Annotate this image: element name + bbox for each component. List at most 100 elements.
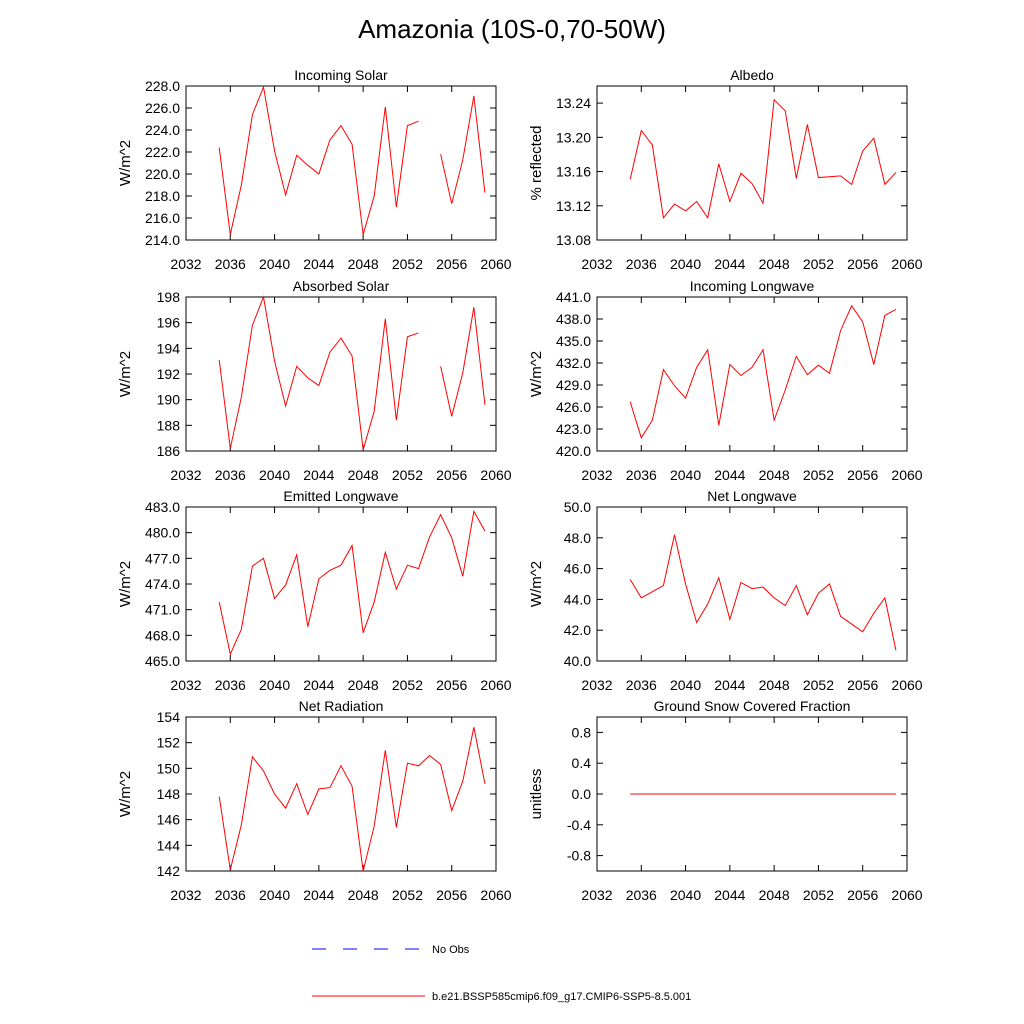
legend-model-label: b.e21.BSSP585cmip6.f09_g17.CMIP6-SSP5-8.…: [432, 991, 691, 1003]
x-tick-label: 2040: [259, 256, 290, 272]
y-tick-label: 224.0: [145, 122, 180, 138]
chart-panel-5: Emitted Longwave 465.0 468.0 471.0 474.0 477.…: [117, 488, 512, 693]
y-tick-label: 222.0: [145, 144, 180, 160]
panel-title: Ground Snow Covered Fraction: [654, 698, 851, 714]
x-tick-label: 2060: [480, 887, 511, 903]
y-tick-label: 44.0: [564, 591, 591, 607]
x-tick-label: 2032: [581, 677, 612, 693]
chart-panel-8: Ground Snow Covered Fraction -0.8 -0.4 0.0 0…: [528, 698, 923, 903]
x-tick-label: 2032: [170, 677, 201, 693]
x-tick-label: 2032: [170, 887, 201, 903]
series-line: [218, 727, 486, 872]
y-tick-label: 441.0: [556, 289, 591, 305]
x-tick-label: 2052: [392, 256, 423, 272]
x-tick-label: 2048: [348, 677, 379, 693]
x-tick-label: 2036: [215, 467, 246, 483]
x-tick-label: 2056: [436, 467, 467, 483]
series-line: [218, 85, 419, 235]
x-tick-label: 2036: [626, 887, 657, 903]
panel-title: Incoming Longwave: [690, 278, 815, 294]
x-tick-label: 2048: [759, 677, 790, 693]
x-tick-label: 2032: [581, 256, 612, 272]
chart-panel-2: Albedo 13.08 13.12 13.16 13.20 13.24 2032 2036 2…: [528, 67, 923, 272]
y-axis-label: unitless: [528, 769, 545, 820]
chart-panel-7: Net Radiation 142 144 146 148 150 152 154 2032 20…: [117, 698, 512, 903]
y-tick-label: 420.0: [556, 443, 591, 459]
x-tick-label: 2060: [480, 256, 511, 272]
y-tick-label: 228.0: [145, 78, 180, 94]
x-tick-label: 2036: [626, 677, 657, 693]
x-tick-label: 2040: [670, 256, 701, 272]
y-tick-label: 13.08: [556, 232, 591, 248]
x-tick-label: 2048: [348, 887, 379, 903]
panel-title: Incoming Solar: [294, 67, 388, 83]
y-axis-label: W/m^2: [117, 771, 134, 817]
x-tick-label: 2044: [714, 256, 745, 272]
x-tick-label: 2040: [259, 887, 290, 903]
x-tick-label: 2048: [759, 887, 790, 903]
x-tick-label: 2048: [759, 467, 790, 483]
x-tick-label: 2040: [259, 677, 290, 693]
x-tick-label: 2048: [348, 256, 379, 272]
x-tick-label: 2056: [436, 677, 467, 693]
panel-title: Net Longwave: [707, 488, 797, 504]
y-tick-label: -0.4: [567, 817, 591, 833]
y-tick-label: 188: [157, 417, 181, 433]
chart-panel-3: Absorbed Solar 186 188 190 192 194 196 198 2032 2…: [117, 278, 512, 483]
y-axis-label: W/m^2: [528, 561, 545, 607]
series-line: [440, 307, 486, 417]
series-line: [218, 295, 419, 450]
x-tick-label: 2052: [803, 887, 834, 903]
y-tick-label: -0.8: [567, 848, 591, 864]
x-tick-label: 2044: [714, 677, 745, 693]
x-tick-label: 2036: [215, 887, 246, 903]
x-tick-label: 2040: [670, 467, 701, 483]
plot-frame: [185, 296, 497, 452]
y-tick-label: 198: [157, 289, 181, 305]
y-tick-label: 42.0: [564, 622, 591, 638]
x-tick-label: 2032: [170, 467, 201, 483]
legend: No Obs b.e21.BSSP585cmip6.f09_g17.CMIP6-S…: [312, 944, 691, 1003]
x-tick-label: 2056: [847, 256, 878, 272]
y-tick-label: 468.0: [145, 627, 180, 643]
y-tick-label: 194: [157, 340, 181, 356]
plot-frame: [185, 716, 497, 872]
x-tick-label: 2056: [847, 467, 878, 483]
y-tick-label: 471.0: [145, 602, 180, 618]
chart-panel-4: Incoming Longwave 420.0 423.0 426.0 429.0 432…: [528, 278, 923, 483]
y-tick-label: 150: [157, 760, 181, 776]
x-tick-label: 2032: [581, 467, 612, 483]
x-tick-label: 2056: [436, 887, 467, 903]
y-tick-label: 148: [157, 786, 181, 802]
chart-panel-1: Incoming Solar 214.0 216.0 218.0 220.0 222.0 2…: [117, 67, 512, 272]
x-tick-label: 2036: [626, 467, 657, 483]
y-tick-label: 192: [157, 366, 181, 382]
y-tick-label: 13.20: [556, 129, 591, 145]
x-tick-label: 2044: [714, 467, 745, 483]
x-tick-label: 2060: [891, 467, 922, 483]
y-axis-label: W/m^2: [117, 351, 134, 397]
y-tick-label: 480.0: [145, 525, 180, 541]
y-tick-label: 474.0: [145, 576, 180, 592]
x-tick-label: 2056: [847, 887, 878, 903]
x-tick-label: 2052: [392, 677, 423, 693]
x-tick-label: 2052: [392, 467, 423, 483]
y-axis-label: % reflected: [528, 125, 545, 200]
plot-frame: [596, 85, 908, 241]
y-tick-label: 426.0: [556, 399, 591, 415]
y-tick-label: 146: [157, 812, 181, 828]
y-tick-label: 226.0: [145, 100, 180, 116]
y-tick-label: 196: [157, 315, 181, 331]
x-tick-label: 2060: [891, 256, 922, 272]
y-tick-label: 40.0: [564, 653, 591, 669]
x-tick-label: 2040: [259, 467, 290, 483]
x-tick-label: 2056: [847, 677, 878, 693]
x-tick-label: 2052: [392, 887, 423, 903]
y-tick-label: 432.0: [556, 355, 591, 371]
y-tick-label: 214.0: [145, 232, 180, 248]
x-tick-label: 2052: [803, 256, 834, 272]
x-tick-label: 2048: [759, 256, 790, 272]
panel-title: Albedo: [730, 67, 774, 83]
y-tick-label: 0.4: [572, 755, 592, 771]
